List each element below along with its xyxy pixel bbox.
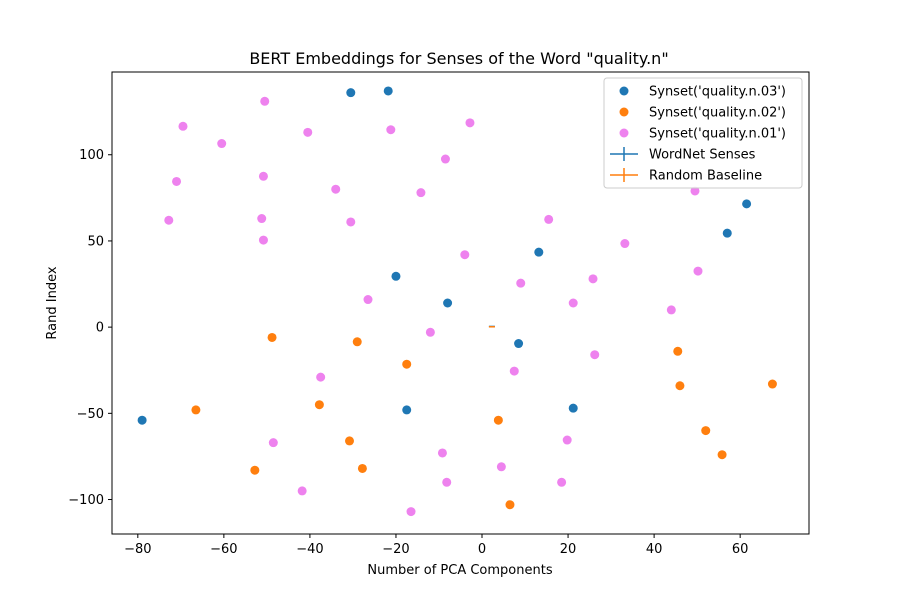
- x-tick-label: −40: [296, 542, 323, 557]
- scatter-point: [505, 500, 515, 510]
- scatter-point: [509, 366, 519, 376]
- scatter-point: [260, 96, 270, 106]
- scatter-point: [460, 250, 470, 260]
- scatter-point: [257, 214, 267, 224]
- y-axis-label: Rand Index: [45, 266, 60, 339]
- scatter-point: [416, 188, 426, 198]
- scatter-point: [267, 332, 277, 342]
- legend-marker: [619, 86, 629, 96]
- y-tick-label: 0: [96, 321, 104, 336]
- scatter-point: [191, 405, 201, 415]
- scatter-point: [137, 415, 147, 425]
- x-tick-label: 60: [732, 542, 749, 557]
- scatter-point: [331, 184, 341, 194]
- y-tick-label: −100: [68, 493, 104, 508]
- scatter-point: [164, 215, 174, 225]
- scatter-point: [568, 298, 578, 308]
- scatter-point: [496, 462, 506, 472]
- scatter-point: [493, 415, 503, 425]
- x-tick-label: 40: [646, 542, 663, 557]
- scatter-point: [620, 239, 630, 249]
- scatter-point: [352, 337, 362, 347]
- scatter-point: [402, 359, 412, 369]
- legend-marker: [619, 128, 629, 138]
- data-marks: [137, 86, 777, 517]
- scatter-point: [258, 235, 268, 245]
- x-tick-label: −80: [124, 542, 151, 557]
- scatter-point: [742, 199, 752, 209]
- scatter-point: [383, 86, 393, 96]
- x-axis-label: Number of PCA Components: [367, 563, 552, 578]
- scatter-point: [588, 274, 598, 284]
- scatter-point: [437, 448, 447, 458]
- legend-label: Synset('quality.n.01'): [649, 127, 786, 142]
- scatter-point: [363, 295, 373, 305]
- scatter-point: [701, 426, 711, 436]
- scatter-point: [314, 400, 324, 410]
- scatter-point: [172, 176, 182, 186]
- scatter-point: [534, 247, 544, 257]
- x-tick-label: 0: [478, 542, 486, 557]
- legend: Synset('quality.n.03') Synset('quality.n.…: [603, 77, 803, 189]
- scatter-point: [767, 379, 777, 389]
- scatter-point: [316, 372, 326, 382]
- legend-box: [603, 77, 803, 189]
- scatter-point: [346, 88, 356, 98]
- legend-label: Random Baseline: [649, 169, 762, 184]
- legend-label: Synset('quality.n.02'): [649, 106, 786, 121]
- scatter-point: [250, 465, 260, 475]
- scatter-point: [693, 266, 703, 276]
- scatter-point: [268, 438, 278, 448]
- scatter-point: [568, 403, 578, 413]
- y-tick-label: −50: [77, 407, 104, 422]
- scatter-point: [666, 305, 676, 315]
- y-axis: −100 −50 0 50 100: [68, 148, 112, 508]
- plot-area: [111, 71, 810, 535]
- scatter-point: [675, 381, 685, 391]
- scatter-point: [717, 450, 727, 460]
- scatter-point: [443, 298, 453, 308]
- y-tick-label: 50: [87, 234, 104, 249]
- x-tick-label: −60: [210, 542, 237, 557]
- scatter-point: [386, 125, 396, 135]
- scatter-point: [303, 127, 313, 137]
- scatter-point: [690, 186, 700, 196]
- scatter-point: [544, 214, 554, 224]
- scatter-point: [258, 171, 268, 181]
- scatter-point: [562, 435, 572, 445]
- scatter-point: [178, 121, 188, 131]
- legend-label: Synset('quality.n.03'): [649, 85, 786, 100]
- scatter-point: [425, 327, 435, 337]
- y-tick-label: 100: [79, 148, 104, 163]
- scatter-point: [590, 350, 600, 360]
- x-tick-label: 20: [560, 542, 577, 557]
- scatter-point: [346, 217, 356, 227]
- scatter-point: [217, 139, 227, 149]
- scatter-point: [557, 477, 567, 487]
- scatter-point: [516, 278, 526, 288]
- scatter-point: [442, 477, 452, 487]
- scatter-point: [514, 339, 524, 349]
- legend-label: WordNet Senses: [649, 148, 756, 163]
- scatter-point: [357, 463, 367, 473]
- scatter-point: [297, 486, 307, 496]
- x-axis: −80 −60 −40 −20 0 20 40 60: [124, 534, 748, 557]
- scatter-point: [344, 436, 354, 446]
- scatter-point: [722, 228, 732, 238]
- x-tick-label: −20: [382, 542, 409, 557]
- chart-title: BERT Embeddings for Senses of the Word "…: [249, 49, 668, 68]
- scatter-point: [402, 405, 412, 415]
- scatter-point: [465, 118, 475, 128]
- scatter-point: [391, 271, 401, 281]
- scatter-point: [673, 346, 683, 356]
- scatter-point: [440, 154, 450, 164]
- scatter-point: [406, 507, 416, 517]
- legend-marker: [619, 107, 629, 117]
